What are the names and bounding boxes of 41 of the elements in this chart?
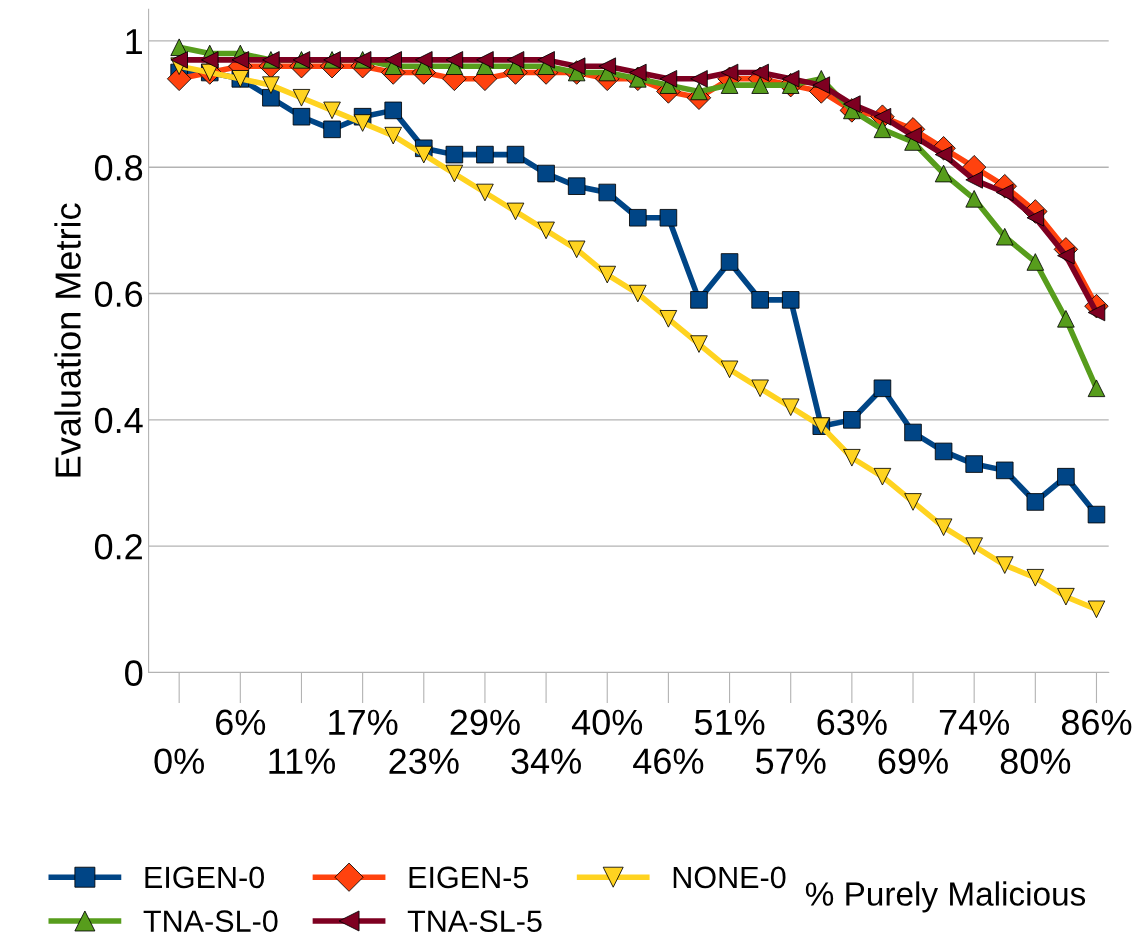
- legend-label: TNA-SL-0: [143, 910, 278, 932]
- point: [1087, 600, 1106, 619]
- x-tick-label: 51%: [694, 709, 765, 736]
- x-tick-label: 17%: [329, 709, 398, 735]
- y-tick-label: 0.6: [94, 281, 143, 307]
- legend-label: EIGEN-5: [409, 866, 529, 889]
- point: [659, 310, 678, 328]
- point: [934, 164, 953, 183]
- x-tick-label: 23%: [389, 748, 459, 775]
- point: [292, 89, 311, 107]
- point: [934, 442, 953, 461]
- x-tick-label: 74%: [939, 709, 1010, 735]
- x-tick-label: 80%: [1000, 748, 1071, 775]
- legend-label: TNA-SL-5: [407, 910, 542, 932]
- y-axis-title: Evaluation Metric: [54, 203, 81, 477]
- y-tick-label: 1: [126, 29, 142, 54]
- x-tick-label: 29%: [450, 709, 520, 736]
- point: [567, 177, 586, 195]
- y-tick-label: 0: [125, 660, 143, 686]
- point: [629, 209, 647, 227]
- x-tick-label: 6%: [216, 709, 266, 736]
- x-tick-label: 40%: [571, 709, 643, 736]
- x-tick-label: 69%: [878, 748, 948, 775]
- legend-label: EIGEN-0: [145, 866, 264, 889]
- point: [873, 467, 892, 486]
- x-tick-label: 0%: [154, 748, 204, 775]
- y-tick-label: 0.4: [94, 407, 143, 434]
- x-tick-label: 63%: [817, 709, 887, 736]
- y-tick-label: 0.8: [94, 155, 143, 181]
- x-tick-label: 86%: [1061, 709, 1132, 736]
- point: [996, 461, 1014, 480]
- x-tick-label: 57%: [756, 748, 826, 775]
- x-tick-label: 11%: [269, 748, 335, 774]
- point: [598, 183, 616, 202]
- y-tick-label: 0.2: [94, 534, 142, 560]
- x-axis-title: % Purely Malicious: [805, 881, 1086, 913]
- x-tick-label: 34%: [511, 748, 581, 775]
- legend-label: NONE-0: [673, 866, 786, 889]
- point: [1026, 568, 1045, 587]
- x-tick-label: 46%: [633, 748, 704, 775]
- point: [445, 145, 464, 164]
